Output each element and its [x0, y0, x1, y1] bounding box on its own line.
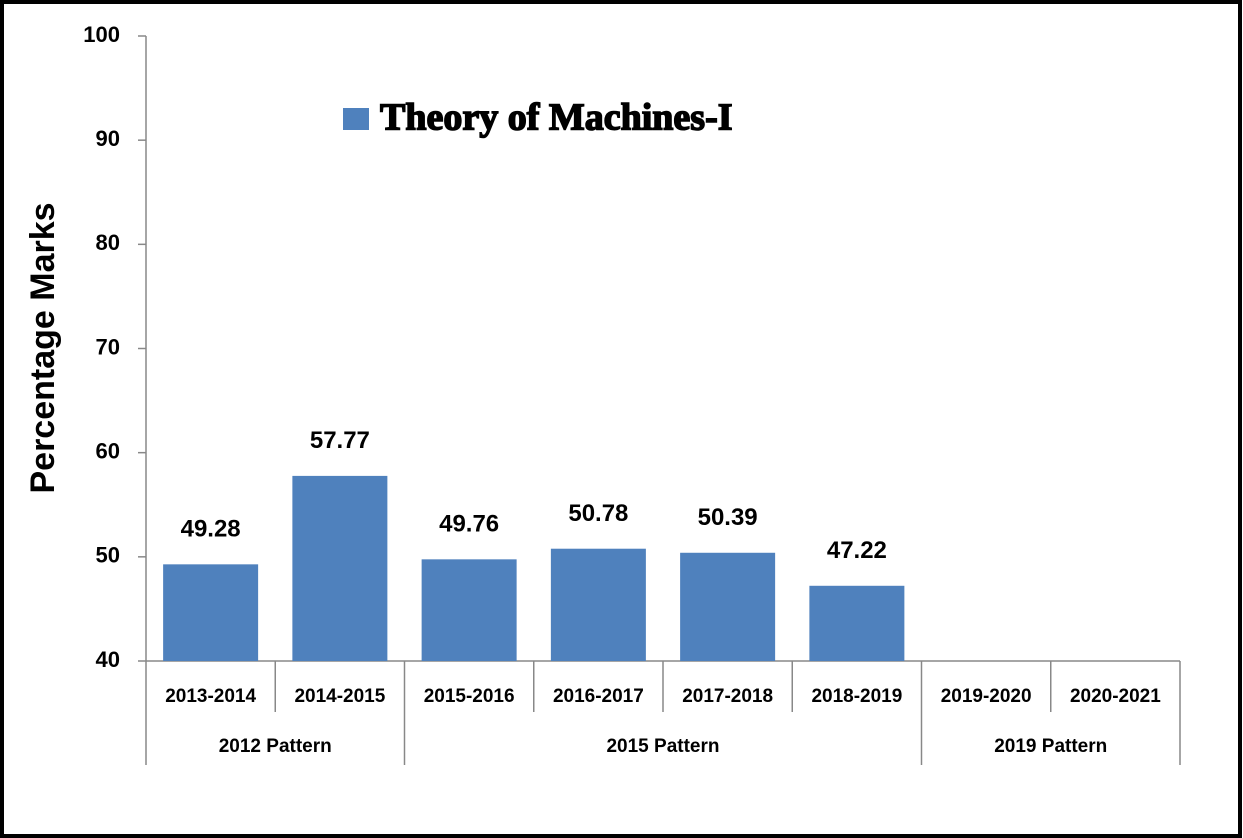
bar — [809, 585, 905, 661]
data-label: 50.39 — [698, 504, 758, 531]
y-tick-label: 100 — [83, 22, 120, 47]
data-label: 47.22 — [827, 537, 887, 564]
data-label: 50.78 — [568, 500, 628, 527]
y-tick-label: 50 — [96, 543, 120, 568]
bar — [292, 475, 388, 661]
bar — [421, 559, 517, 661]
y-tick-label: 40 — [96, 647, 120, 672]
y-tick-label: 70 — [96, 334, 120, 359]
group-label: 2019 Pattern — [994, 736, 1107, 757]
x-tick-label: 2016-2017 — [553, 686, 644, 707]
y-tick-label: 80 — [96, 230, 120, 255]
x-tick-label: 2018-2019 — [811, 686, 902, 707]
x-tick-label: 2019-2020 — [941, 686, 1032, 707]
data-label: 49.76 — [439, 511, 499, 538]
x-tick-label: 2014-2015 — [294, 686, 385, 707]
x-tick-label: 2015-2016 — [424, 686, 515, 707]
x-tick-label: 2013-2014 — [165, 686, 256, 707]
group-label: 2012 Pattern — [219, 736, 332, 757]
y-tick-label: 60 — [96, 438, 120, 463]
y-axis-label: Percentage Marks — [24, 202, 62, 493]
bar — [550, 548, 646, 661]
bar — [680, 552, 776, 661]
x-tick-label: 2017-2018 — [682, 686, 773, 707]
y-tick-label: 90 — [96, 126, 120, 151]
x-tick-label: 2020-2021 — [1070, 686, 1161, 707]
data-label: 49.28 — [181, 516, 241, 543]
data-label: 57.77 — [310, 427, 370, 454]
legend-swatch — [343, 108, 369, 130]
group-label: 2015 Pattern — [606, 736, 719, 757]
bar — [163, 564, 259, 661]
legend-label: Theory of Machines-I — [380, 97, 733, 139]
